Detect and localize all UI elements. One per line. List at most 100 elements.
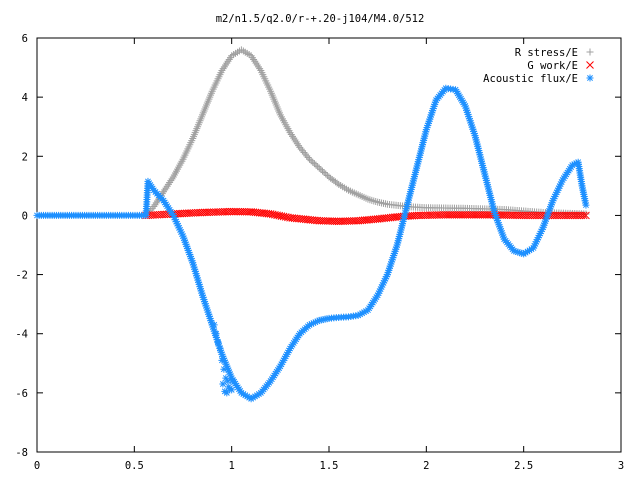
data-point (431, 98, 439, 106)
series-0 (142, 46, 590, 219)
data-point (322, 170, 330, 178)
data-point (404, 196, 412, 204)
data-point (546, 205, 554, 213)
plot-area (33, 46, 590, 403)
data-point (207, 317, 215, 325)
data-point (183, 242, 191, 250)
data-point (179, 232, 187, 240)
data-point (409, 179, 417, 187)
data-point (182, 240, 190, 248)
data-point (553, 188, 561, 196)
data-point (402, 207, 410, 215)
data-point (547, 201, 555, 209)
data-point (490, 206, 498, 214)
data-point (533, 236, 541, 244)
data-point (385, 264, 393, 272)
data-point (395, 235, 403, 243)
data-point (417, 145, 425, 153)
data-point (486, 191, 494, 199)
data-point (241, 391, 249, 399)
data-point (470, 127, 478, 135)
legend-label: R stress/E (515, 47, 578, 59)
data-point (404, 198, 412, 206)
data-point (545, 207, 553, 215)
data-point (392, 245, 400, 253)
data-point (428, 109, 436, 117)
data-point (458, 97, 466, 105)
data-point (191, 265, 199, 273)
data-point (386, 262, 394, 270)
data-point (218, 356, 226, 364)
data-point (540, 221, 548, 229)
data-point (427, 113, 435, 121)
data-point (485, 187, 493, 195)
data-point (278, 358, 286, 366)
data-point (420, 136, 428, 144)
data-point (558, 178, 566, 186)
data-point (463, 108, 471, 116)
data-point (360, 308, 368, 316)
data-point (225, 368, 233, 376)
data-point (416, 149, 424, 157)
data-point (372, 198, 380, 206)
data-point (319, 167, 327, 175)
data-point (223, 362, 231, 370)
data-point (407, 188, 415, 196)
data-point (213, 336, 221, 344)
data-point (284, 348, 292, 356)
data-point (415, 153, 423, 161)
data-point (310, 160, 318, 168)
data-point (402, 205, 410, 213)
data-point (406, 190, 414, 198)
data-point (582, 201, 590, 209)
data-point (572, 159, 580, 167)
data-point (549, 197, 557, 205)
data-point (452, 86, 460, 94)
data-point (429, 107, 437, 115)
x-tick-label: 3 (618, 460, 624, 472)
data-point (177, 228, 185, 236)
data-point (370, 197, 378, 205)
data-point (480, 168, 488, 176)
data-point (489, 202, 497, 210)
data-point (190, 263, 198, 271)
data-point (453, 88, 461, 96)
data-point (216, 345, 224, 352)
data-point (196, 283, 204, 291)
data-point (198, 291, 206, 299)
data-point (413, 162, 421, 170)
data-point (198, 289, 206, 297)
data-point (187, 255, 195, 263)
data-point (557, 180, 565, 188)
data-point (462, 104, 470, 112)
data-point (409, 177, 417, 185)
data-point (556, 182, 564, 190)
x-axis: 0 0.5 1 1.5 2 2.5 3 (34, 38, 624, 472)
legend-marker (586, 74, 594, 82)
data-point (394, 237, 402, 245)
data-point (496, 223, 504, 231)
data-point (408, 181, 416, 189)
data-point (524, 248, 532, 256)
data-point (401, 209, 409, 217)
data-point (410, 175, 418, 183)
data-point (380, 277, 388, 285)
data-point (200, 295, 208, 303)
data-point (172, 218, 180, 226)
data-point (487, 194, 495, 202)
data-point (194, 276, 202, 284)
legend-marker (586, 48, 594, 56)
data-point (531, 240, 539, 248)
data-point (210, 321, 218, 329)
data-point (186, 251, 194, 259)
data-point (489, 204, 497, 212)
data-point (473, 140, 481, 148)
data-point (405, 194, 413, 202)
data-point (388, 256, 396, 264)
data-point (470, 129, 478, 137)
data-point (414, 160, 422, 168)
data-point (496, 225, 504, 233)
data-point (186, 253, 194, 261)
data-point (469, 125, 477, 133)
